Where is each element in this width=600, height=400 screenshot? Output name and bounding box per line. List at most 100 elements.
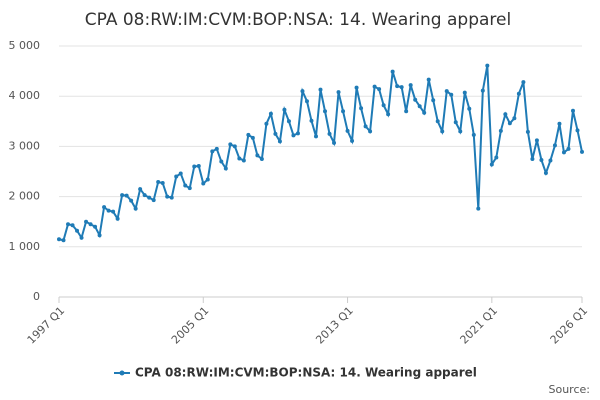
point — [169, 195, 174, 200]
point — [530, 156, 535, 161]
point — [201, 181, 206, 186]
x-tick-label: 2005 Q1 — [169, 304, 212, 347]
point — [359, 106, 364, 111]
point — [543, 171, 548, 176]
point — [422, 110, 427, 115]
point — [381, 103, 386, 108]
point — [431, 98, 436, 103]
point — [426, 77, 431, 82]
point — [516, 91, 521, 96]
point — [66, 222, 71, 227]
point — [241, 158, 246, 163]
point — [228, 142, 233, 147]
point — [341, 109, 346, 114]
point — [512, 116, 517, 121]
point — [561, 150, 566, 155]
point — [318, 87, 323, 92]
point — [494, 155, 499, 160]
point — [462, 90, 467, 95]
point — [395, 84, 400, 89]
point — [435, 119, 440, 124]
point — [147, 195, 152, 200]
point — [368, 129, 373, 134]
point — [142, 193, 147, 198]
point — [111, 209, 116, 214]
point — [196, 163, 201, 168]
point — [449, 92, 454, 97]
x-tick-label: 2013 Q1 — [313, 304, 356, 347]
point — [88, 222, 93, 227]
point — [453, 120, 458, 125]
point — [313, 134, 318, 139]
chart-title: CPA 08:RW:IM:CVM:BOP:NSA: 14. Wearing ap… — [85, 10, 511, 30]
point — [178, 171, 183, 176]
y-tick-label: 2 000 — [9, 190, 41, 203]
point — [106, 208, 111, 213]
legend-label: CPA 08:RW:IM:CVM:BOP:NSA: 14. Wearing ap… — [135, 366, 477, 380]
y-tick-label: 4 000 — [9, 89, 41, 102]
point — [102, 205, 107, 210]
point — [534, 138, 539, 143]
point — [295, 131, 300, 136]
point — [458, 129, 463, 134]
point — [408, 83, 413, 88]
point — [93, 224, 98, 229]
point — [557, 121, 562, 126]
point — [363, 124, 368, 129]
legend-marker — [119, 370, 125, 376]
point — [521, 80, 526, 85]
point — [214, 146, 219, 151]
point — [115, 216, 120, 221]
point — [354, 85, 359, 90]
point — [273, 131, 278, 136]
point — [223, 166, 228, 171]
point — [138, 187, 143, 192]
point — [160, 181, 165, 186]
point — [282, 107, 287, 112]
point — [300, 89, 305, 94]
point — [413, 97, 418, 102]
x-tick-label: 1997 Q1 — [25, 304, 68, 347]
point — [133, 206, 138, 211]
point — [291, 133, 296, 138]
point — [525, 129, 530, 134]
point — [485, 63, 490, 68]
point — [75, 228, 80, 233]
y-tick-label: 0 — [33, 290, 40, 303]
point — [332, 140, 337, 145]
point — [507, 121, 512, 126]
point — [390, 69, 395, 74]
point — [570, 108, 575, 113]
point — [120, 193, 125, 198]
point — [440, 129, 445, 134]
point — [286, 119, 291, 124]
point — [476, 206, 481, 211]
point — [336, 90, 341, 95]
point — [183, 183, 188, 188]
point — [277, 139, 282, 144]
point — [151, 198, 156, 203]
point — [575, 128, 580, 133]
point — [84, 219, 89, 224]
point — [246, 132, 251, 137]
point — [471, 132, 476, 137]
point — [372, 84, 377, 89]
point — [219, 159, 224, 164]
point — [386, 112, 391, 117]
point — [192, 164, 197, 169]
x-tick-label: 2026 Q1 — [548, 304, 591, 347]
point — [57, 237, 61, 242]
point — [255, 153, 260, 158]
point — [548, 158, 553, 163]
point — [345, 128, 350, 133]
point — [156, 180, 161, 185]
point — [268, 111, 273, 116]
point — [237, 156, 242, 161]
point — [417, 104, 422, 109]
point — [79, 235, 84, 240]
point — [264, 121, 269, 126]
point — [97, 233, 102, 238]
point — [259, 156, 264, 161]
point — [467, 106, 472, 111]
